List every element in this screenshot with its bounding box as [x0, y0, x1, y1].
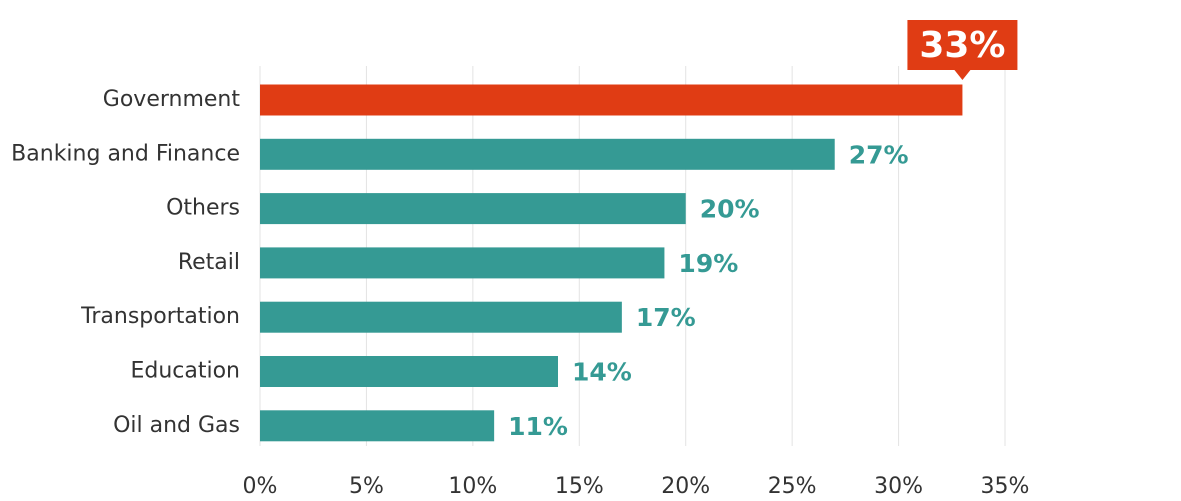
category-label: Oil and Gas [113, 413, 240, 438]
bar [260, 247, 665, 279]
bar [260, 84, 963, 116]
x-tick-label: 0% [243, 474, 278, 499]
x-tick-label: 35% [981, 474, 1030, 499]
value-label: 14% [572, 358, 632, 387]
bar [260, 301, 622, 333]
x-tick-label: 20% [661, 474, 710, 499]
bar [260, 410, 495, 442]
x-tick-label: 15% [555, 474, 604, 499]
bar [260, 138, 835, 170]
category-label: Banking and Finance [11, 141, 240, 166]
value-label: 19% [678, 249, 738, 278]
x-tick-label: 5% [349, 474, 384, 499]
value-label: 27% [849, 140, 909, 169]
value-label: 20% [700, 195, 760, 224]
value-label: 33% [919, 25, 1005, 66]
category-label: Education [130, 359, 240, 384]
x-tick-label: 10% [448, 474, 497, 499]
callout-box [907, 20, 1018, 80]
x-tick-label: 25% [768, 474, 817, 499]
category-label: Government [103, 87, 241, 112]
x-tick-label: 30% [874, 474, 923, 499]
value-label: 11% [508, 412, 568, 441]
category-label: Others [166, 196, 240, 221]
value-label: 17% [636, 303, 696, 332]
category-label: Transportation [80, 304, 240, 329]
category-label: Retail [178, 250, 240, 275]
bar [260, 356, 558, 387]
bar [260, 193, 686, 225]
